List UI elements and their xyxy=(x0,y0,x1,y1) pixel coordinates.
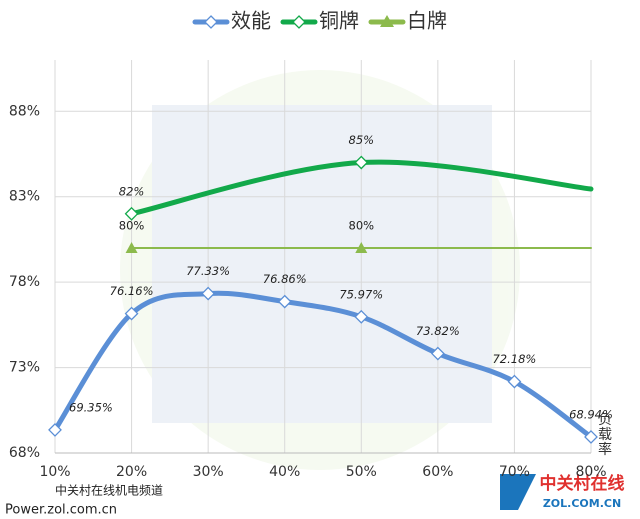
background-decoration xyxy=(120,70,520,470)
logo-subtext: ZOL.COM.CN xyxy=(543,497,621,510)
point xyxy=(124,206,139,221)
x-axis-label: 负载率 xyxy=(598,412,612,458)
point xyxy=(201,286,216,301)
x-tick-label: 80% xyxy=(575,464,606,480)
point xyxy=(354,309,369,324)
x-tick-label: 20% xyxy=(116,464,147,480)
point xyxy=(355,241,368,253)
data-label: 73.82% xyxy=(416,324,460,338)
y-tick-label: 73% xyxy=(9,360,40,376)
point xyxy=(430,346,445,361)
y-tick-label: 68% xyxy=(9,445,40,461)
x-tick-label: 70% xyxy=(499,464,530,480)
x-tick-label: 40% xyxy=(269,464,300,480)
legend-label: 铜牌 xyxy=(319,9,359,33)
y-tick-label: 78% xyxy=(9,274,40,290)
data-label: 80% xyxy=(119,218,145,232)
x-tick-label: 10% xyxy=(39,464,70,480)
point xyxy=(354,155,369,170)
data-label: 68.94% xyxy=(569,407,613,421)
logo-icon xyxy=(500,474,536,510)
x-tick-label: 30% xyxy=(193,464,224,480)
point xyxy=(48,423,62,437)
data-label: 82% xyxy=(119,184,145,198)
legend-label: 效能 xyxy=(231,9,271,33)
legend-label: 白牌 xyxy=(407,9,447,33)
point xyxy=(584,430,598,444)
data-label: 72.18% xyxy=(492,352,536,366)
data-label: 77.33% xyxy=(186,264,230,278)
legend-marker xyxy=(292,15,306,29)
x-tick-label: 60% xyxy=(422,464,453,480)
y-tick-label: 88% xyxy=(9,103,40,119)
data-label: 69.35% xyxy=(69,400,113,414)
data-label: 80% xyxy=(349,218,375,232)
point xyxy=(507,374,522,389)
point xyxy=(124,306,139,321)
point xyxy=(125,241,138,253)
x-tick-label: 50% xyxy=(346,464,377,480)
legend-marker xyxy=(380,15,394,27)
logo-text: 中关村在线 xyxy=(540,473,625,494)
data-label: 76.86% xyxy=(263,272,307,286)
data-label: 85% xyxy=(349,133,375,147)
watermark-line1: 中关村在线机电频道 xyxy=(55,483,163,498)
point xyxy=(277,294,292,309)
y-tick-label: 83% xyxy=(9,189,40,205)
data-label: 75.97% xyxy=(339,287,383,301)
logo: 中关村在线 ZOL.COM.CN xyxy=(500,473,625,510)
watermark-line2: Power.zol.com.cn xyxy=(5,503,117,518)
legend-marker xyxy=(204,15,218,29)
data-label: 76.16% xyxy=(110,284,154,298)
